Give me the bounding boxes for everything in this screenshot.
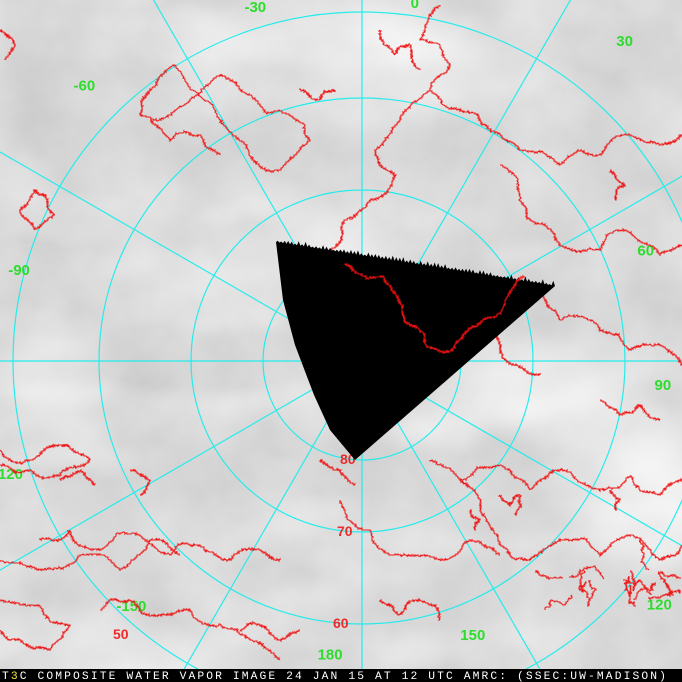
svg-text:-90: -90 xyxy=(8,262,30,279)
svg-text:60: 60 xyxy=(333,615,349,631)
svg-text:30: 30 xyxy=(616,33,633,50)
svg-text:180: 180 xyxy=(318,646,343,663)
svg-text:150: 150 xyxy=(460,627,485,644)
svg-text:60: 60 xyxy=(637,242,654,259)
svg-text:50: 50 xyxy=(113,626,129,642)
svg-text:-60: -60 xyxy=(74,77,96,94)
svg-text:90: 90 xyxy=(655,377,672,394)
svg-text:120: 120 xyxy=(647,597,672,614)
svg-text:-30: -30 xyxy=(244,0,266,16)
svg-text:0: 0 xyxy=(411,0,419,12)
svg-text:T3C COMPOSITE WATER VAPOR IMAG: T3C COMPOSITE WATER VAPOR IMAGE 24 JAN 1… xyxy=(2,671,668,682)
svg-text:70: 70 xyxy=(337,523,353,539)
